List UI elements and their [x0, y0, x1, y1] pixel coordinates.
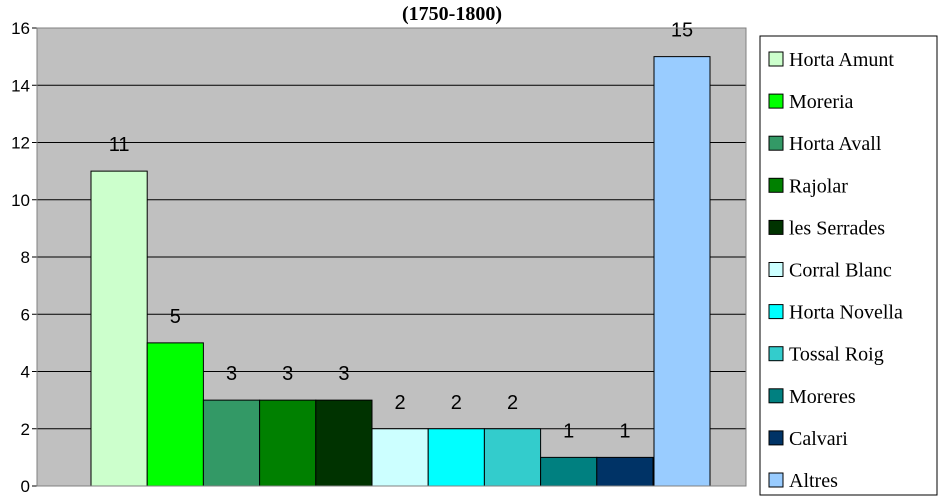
bar-moreres	[540, 456, 598, 487]
legend-swatch	[768, 472, 784, 488]
data-label: 2	[507, 392, 518, 414]
legend-swatch	[768, 388, 784, 404]
legend-swatch	[768, 177, 784, 193]
y-tick-label: 2	[21, 420, 30, 439]
bar-horta-avall	[202, 399, 261, 487]
legend-box	[759, 35, 938, 496]
legend-swatch	[768, 93, 784, 109]
data-label: 11	[109, 134, 130, 156]
y-tick-label: 10	[11, 191, 30, 210]
data-label: 2	[451, 392, 462, 414]
bar-corral-blanc	[371, 428, 429, 487]
y-tick-label: 8	[21, 248, 30, 267]
bar-les-serrades	[315, 399, 373, 487]
data-label: 3	[282, 363, 293, 385]
bar-rajolar	[259, 399, 317, 487]
bar-moreria	[146, 342, 204, 487]
bar-altres	[653, 56, 711, 487]
data-label: 1	[619, 420, 630, 442]
legend-swatch	[768, 219, 784, 235]
data-label: 1	[563, 420, 574, 442]
bar-calvari	[596, 456, 654, 487]
legend-swatch	[768, 262, 784, 277]
y-tick-label: 0	[21, 477, 30, 496]
legend-label: Tossal Roig	[789, 344, 884, 366]
legend-swatch	[768, 51, 784, 67]
legend: Horta Amunt Moreria Horta Avall Rajolar les …	[759, 35, 938, 496]
bar-tossal-roig	[483, 428, 542, 487]
legend-swatch	[768, 135, 784, 151]
data-label: 3	[226, 363, 237, 385]
legend-swatch	[768, 304, 784, 320]
y-tick-label: 6	[21, 305, 30, 324]
legend-label: Horta Amunt	[789, 49, 894, 71]
legend-label: les Serrades	[789, 217, 885, 239]
legend-label: Moreria	[789, 91, 854, 113]
legend-label: Rajolar	[789, 175, 848, 197]
bar-horta-amunt	[90, 170, 148, 487]
data-label: 15	[671, 20, 693, 42]
data-label: 2	[395, 392, 406, 414]
legend-label: Altres	[789, 470, 838, 492]
legend-label: Horta Avall	[789, 133, 882, 155]
legend-label: Horta Novella	[789, 302, 903, 324]
legend-swatch	[768, 430, 784, 446]
y-tick-label: 14	[11, 76, 30, 95]
data-label: 3	[338, 363, 349, 385]
data-label: 5	[170, 306, 181, 328]
plot-border	[36, 27, 747, 487]
y-tick-label: 4	[21, 363, 30, 382]
y-tick-label: 12	[11, 134, 30, 153]
legend-label: Calvari	[789, 428, 848, 450]
legend-label: Corral Blanc	[789, 260, 892, 282]
y-tick-label: 16	[11, 19, 30, 38]
legend-swatch	[768, 346, 784, 362]
bar-horta-novella	[427, 428, 485, 487]
legend-label: Moreres	[789, 386, 856, 408]
chart-title: (1750-1800)	[402, 3, 502, 25]
